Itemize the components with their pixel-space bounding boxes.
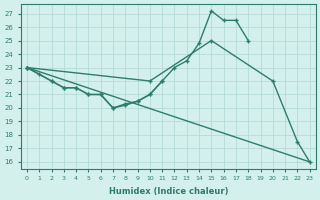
X-axis label: Humidex (Indice chaleur): Humidex (Indice chaleur) bbox=[108, 187, 228, 196]
